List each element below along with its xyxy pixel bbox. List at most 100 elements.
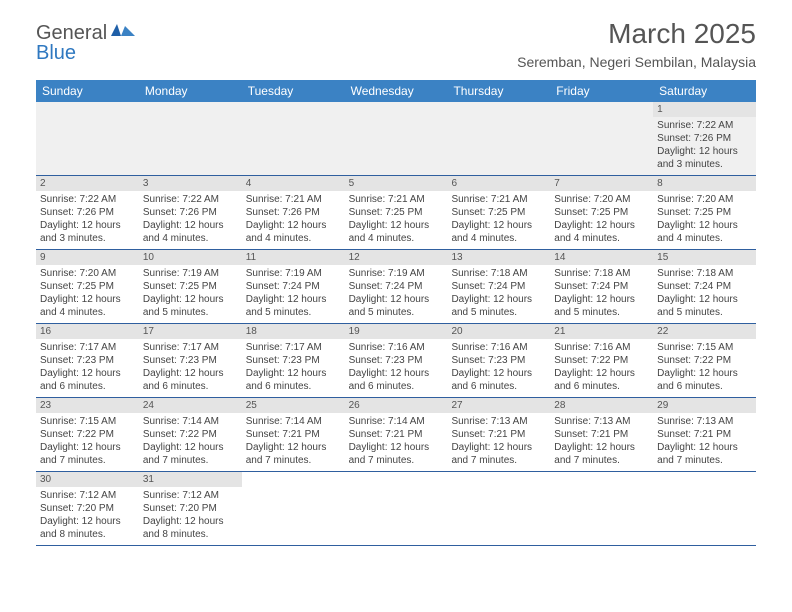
day-number: 9	[36, 250, 139, 265]
sunrise-text: Sunrise: 7:16 AM	[451, 341, 546, 354]
sunrise-text: Sunrise: 7:22 AM	[40, 193, 135, 206]
day-cell: 27Sunrise: 7:13 AMSunset: 7:21 PMDayligh…	[447, 398, 550, 471]
day-number: 13	[447, 250, 550, 265]
sunrise-text: Sunrise: 7:13 AM	[657, 415, 752, 428]
sunrise-text: Sunrise: 7:13 AM	[554, 415, 649, 428]
day-cell: 30Sunrise: 7:12 AMSunset: 7:20 PMDayligh…	[36, 472, 139, 545]
day-cell-empty	[139, 102, 242, 175]
weekday-header: Thursday	[447, 80, 550, 102]
page-title: March 2025	[517, 18, 756, 50]
weekday-header: Friday	[550, 80, 653, 102]
day-number: 20	[447, 324, 550, 339]
daylight-text: Daylight: 12 hours and 5 minutes.	[246, 293, 341, 319]
daylight-text: Daylight: 12 hours and 7 minutes.	[40, 441, 135, 467]
week-row: 16Sunrise: 7:17 AMSunset: 7:23 PMDayligh…	[36, 324, 756, 398]
daylight-text: Daylight: 12 hours and 6 minutes.	[451, 367, 546, 393]
day-cell: 14Sunrise: 7:18 AMSunset: 7:24 PMDayligh…	[550, 250, 653, 323]
daylight-text: Daylight: 12 hours and 5 minutes.	[554, 293, 649, 319]
day-number: 17	[139, 324, 242, 339]
sunset-text: Sunset: 7:22 PM	[40, 428, 135, 441]
daylight-text: Daylight: 12 hours and 5 minutes.	[143, 293, 238, 319]
weekday-header: Saturday	[653, 80, 756, 102]
day-cell-empty	[345, 102, 448, 175]
day-cell-empty	[36, 102, 139, 175]
daylight-text: Daylight: 12 hours and 8 minutes.	[40, 515, 135, 541]
day-cell: 20 Sunrise: 7:16 AMSunset: 7:23 PMDayligh…	[447, 324, 550, 397]
sunrise-text: Sunrise: 7:19 AM	[143, 267, 238, 280]
day-number: 29	[653, 398, 756, 413]
sunset-text: Sunset: 7:21 PM	[451, 428, 546, 441]
sunrise-text: Sunrise: 7:14 AM	[246, 415, 341, 428]
daylight-text: Daylight: 12 hours and 5 minutes.	[349, 293, 444, 319]
day-number: 16	[36, 324, 139, 339]
weekday-header-row: SundayMondayTuesdayWednesdayThursdayFrid…	[36, 80, 756, 102]
day-number: 25	[242, 398, 345, 413]
sunrise-text: Sunrise: 7:18 AM	[451, 267, 546, 280]
flag-icon	[111, 22, 137, 45]
day-cell: 25 Sunrise: 7:14 AMSunset: 7:21 PMDayligh…	[242, 398, 345, 471]
day-number: 4	[242, 176, 345, 191]
day-number: 24	[139, 398, 242, 413]
day-number: 21	[550, 324, 653, 339]
sunset-text: Sunset: 7:21 PM	[554, 428, 649, 441]
sunset-text: Sunset: 7:24 PM	[349, 280, 444, 293]
sunset-text: Sunset: 7:25 PM	[657, 206, 752, 219]
day-cell: 18Sunrise: 7:17 AMSunset: 7:23 PMDayligh…	[242, 324, 345, 397]
sunset-text: Sunset: 7:20 PM	[143, 502, 238, 515]
day-cell-empty	[550, 472, 653, 545]
sunrise-text: Sunrise: 7:17 AM	[246, 341, 341, 354]
daylight-text: Daylight: 12 hours and 7 minutes.	[554, 441, 649, 467]
daylight-text: Daylight: 12 hours and 7 minutes.	[143, 441, 238, 467]
daylight-text: Daylight: 12 hours and 7 minutes.	[246, 441, 341, 467]
daylight-text: Daylight: 12 hours and 4 minutes.	[554, 219, 649, 245]
sunrise-text: Sunrise: 7:15 AM	[40, 415, 135, 428]
day-number: 27	[447, 398, 550, 413]
daylight-text: Daylight: 12 hours and 3 minutes.	[40, 219, 135, 245]
week-row: 9Sunrise: 7:20 AMSunset: 7:25 PMDaylight…	[36, 250, 756, 324]
day-cell: 16Sunrise: 7:17 AMSunset: 7:23 PMDayligh…	[36, 324, 139, 397]
sunset-text: Sunset: 7:24 PM	[246, 280, 341, 293]
sunrise-text: Sunrise: 7:20 AM	[554, 193, 649, 206]
day-cell: 2Sunrise: 7:22 AMSunset: 7:26 PMDaylight…	[36, 176, 139, 249]
day-number: 2	[36, 176, 139, 191]
daylight-text: Daylight: 12 hours and 4 minutes.	[143, 219, 238, 245]
day-number: 23	[36, 398, 139, 413]
sunrise-text: Sunrise: 7:14 AM	[143, 415, 238, 428]
daylight-text: Daylight: 12 hours and 6 minutes.	[40, 367, 135, 393]
day-number: 8	[653, 176, 756, 191]
sunrise-text: Sunrise: 7:16 AM	[349, 341, 444, 354]
day-cell-empty	[345, 472, 448, 545]
daylight-text: Daylight: 12 hours and 6 minutes.	[246, 367, 341, 393]
sunrise-text: Sunrise: 7:21 AM	[349, 193, 444, 206]
sunrise-text: Sunrise: 7:12 AM	[40, 489, 135, 502]
daylight-text: Daylight: 12 hours and 7 minutes.	[657, 441, 752, 467]
week-row: 1Sunrise: 7:22 AMSunset: 7:26 PMDaylight…	[36, 102, 756, 176]
sunset-text: Sunset: 7:24 PM	[657, 280, 752, 293]
sunset-text: Sunset: 7:24 PM	[451, 280, 546, 293]
day-cell: 4Sunrise: 7:21 AMSunset: 7:26 PMDaylight…	[242, 176, 345, 249]
sunset-text: Sunset: 7:21 PM	[246, 428, 341, 441]
sunrise-text: Sunrise: 7:19 AM	[246, 267, 341, 280]
sunrise-text: Sunrise: 7:13 AM	[451, 415, 546, 428]
day-cell: 7Sunrise: 7:20 AMSunset: 7:25 PMDaylight…	[550, 176, 653, 249]
sunrise-text: Sunrise: 7:21 AM	[246, 193, 341, 206]
daylight-text: Daylight: 12 hours and 3 minutes.	[657, 145, 752, 171]
day-cell-empty	[550, 102, 653, 175]
daylight-text: Daylight: 12 hours and 4 minutes.	[349, 219, 444, 245]
sunrise-text: Sunrise: 7:12 AM	[143, 489, 238, 502]
sunset-text: Sunset: 7:23 PM	[451, 354, 546, 367]
sunrise-text: Sunrise: 7:22 AM	[143, 193, 238, 206]
day-cell: 21Sunrise: 7:16 AMSunset: 7:22 PMDayligh…	[550, 324, 653, 397]
sunrise-text: Sunrise: 7:15 AM	[657, 341, 752, 354]
sunrise-text: Sunrise: 7:18 AM	[657, 267, 752, 280]
sunset-text: Sunset: 7:25 PM	[349, 206, 444, 219]
sunset-text: Sunset: 7:23 PM	[40, 354, 135, 367]
sunrise-text: Sunrise: 7:20 AM	[40, 267, 135, 280]
sunset-text: Sunset: 7:20 PM	[40, 502, 135, 515]
day-cell: 15Sunrise: 7:18 AMSunset: 7:24 PMDayligh…	[653, 250, 756, 323]
day-cell: 24 Sunrise: 7:14 AMSunset: 7:22 PMDayligh…	[139, 398, 242, 471]
sunset-text: Sunset: 7:22 PM	[143, 428, 238, 441]
day-number: 26	[345, 398, 448, 413]
day-cell-empty	[653, 472, 756, 545]
sunset-text: Sunset: 7:25 PM	[451, 206, 546, 219]
